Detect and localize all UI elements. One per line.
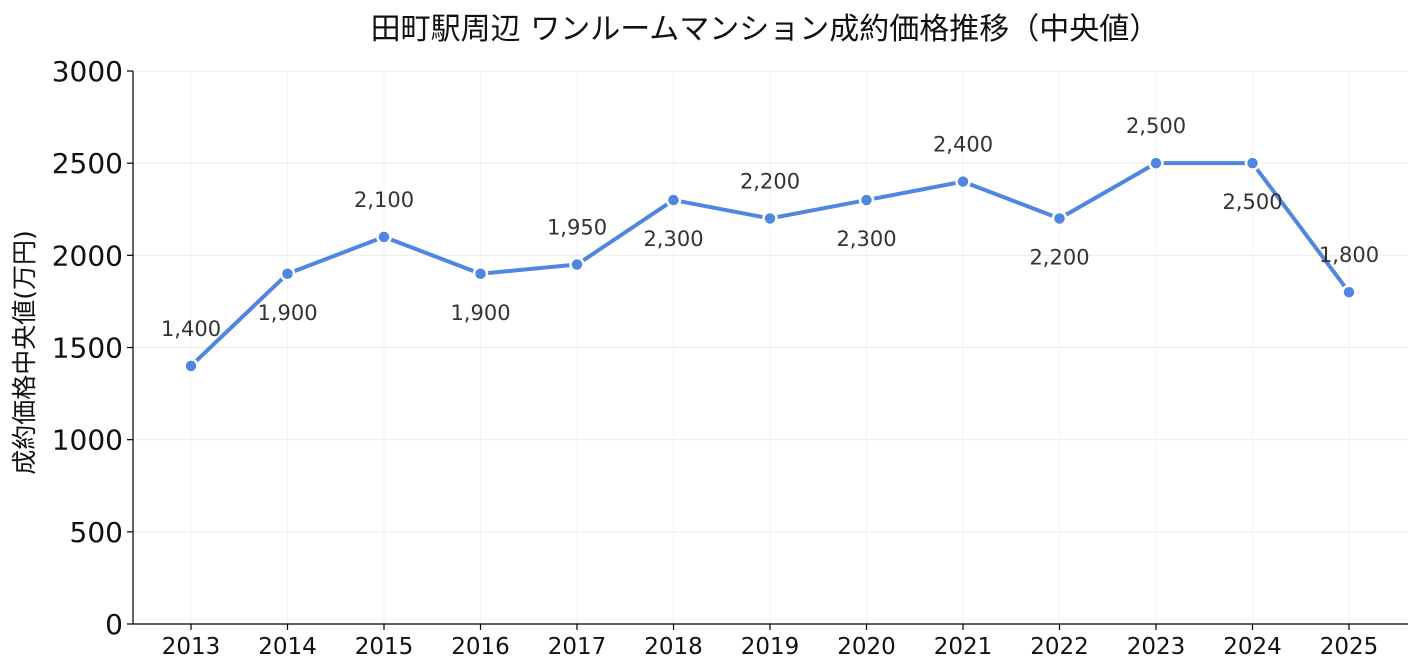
data-point-0 (183, 358, 199, 374)
data-point-2 (376, 229, 392, 245)
data-point-8 (955, 173, 971, 190)
data-point-3 (472, 266, 489, 282)
data-label-0: 1,400 (161, 317, 221, 341)
y-tick-label-4: 2000 (52, 239, 123, 272)
y-tick-label-2: 1000 (52, 424, 123, 457)
x-tick-label-1: 2014 (258, 634, 317, 660)
data-label-4: 1,950 (547, 216, 607, 240)
grid (133, 70, 1408, 625)
series (183, 155, 1357, 374)
data-label-2: 2,100 (354, 188, 414, 212)
x-tick-label-2: 2015 (355, 634, 414, 660)
y-axis-label: 成約価格中央値(万円) (10, 230, 39, 475)
data-point-11 (1244, 155, 1261, 171)
x-tick-label-6: 2019 (741, 634, 800, 660)
data-point-10 (1148, 155, 1164, 171)
x-tick-label-8: 2021 (934, 634, 993, 660)
data-label-1: 1,900 (257, 301, 317, 325)
x-tick-label-3: 2016 (451, 634, 510, 660)
data-label-5: 2,300 (643, 227, 703, 251)
x-tick-label-5: 2018 (644, 634, 703, 660)
data-label-11: 2,500 (1222, 190, 1282, 214)
data-point-7 (858, 192, 875, 208)
x-tick-label-11: 2024 (1223, 634, 1282, 660)
y-tick-label-3: 1500 (52, 332, 123, 365)
x-ticks: 2013 2014 2015 2016 2017 2018 2019 2020 2021 2022… (162, 624, 1379, 660)
x-tick-label-9: 2022 (1030, 634, 1089, 660)
data-label-3: 1,900 (450, 301, 510, 325)
data-point-9 (1051, 210, 1068, 227)
data-label-9: 2,200 (1029, 245, 1089, 269)
y-tick-label-1: 500 (70, 516, 123, 549)
data-label-7: 2,300 (836, 227, 896, 251)
x-tick-label-12: 2025 (1320, 634, 1379, 660)
y-tick-label-5: 2500 (52, 147, 123, 180)
data-point-4 (569, 256, 585, 273)
data-point-6 (762, 210, 778, 227)
y-tick-label-6: 3000 (52, 55, 123, 88)
data-point-5 (665, 192, 682, 208)
x-tick-label-7: 2020 (837, 634, 896, 660)
x-tick-label-10: 2023 (1127, 634, 1186, 660)
x-tick-label-4: 2017 (548, 634, 607, 660)
data-labels: 1,400 1,900 2,100 1,900 1,950 2,300 2,200 2,300… (161, 114, 1379, 341)
chart-title: 田町駅周辺 ワンルームマンション成約価格推移（中央値） (370, 12, 1160, 47)
data-label-8: 2,400 (933, 133, 993, 157)
x-tick-label-0: 2013 (162, 634, 221, 660)
data-label-6: 2,200 (740, 169, 800, 193)
data-point-12 (1341, 284, 1357, 300)
data-point-1 (279, 266, 296, 282)
y-tick-label-0: 0 (105, 608, 123, 641)
y-ticks: 0 500 1000 1500 2000 2500 3000 (52, 55, 133, 641)
data-label-10: 2,500 (1126, 114, 1186, 138)
data-label-12: 1,800 (1319, 243, 1379, 267)
